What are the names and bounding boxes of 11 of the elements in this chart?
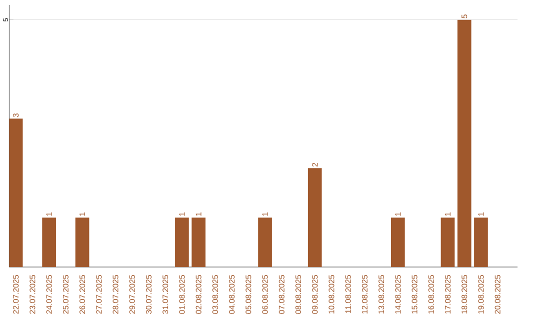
bar [390, 217, 405, 267]
bar [440, 217, 455, 267]
bar [308, 168, 322, 267]
bar [175, 217, 189, 267]
bar [42, 217, 56, 267]
bar [192, 217, 206, 267]
bar [258, 217, 272, 267]
bar [75, 217, 90, 267]
bar [457, 20, 472, 267]
bar [9, 118, 23, 267]
bar [474, 217, 488, 267]
